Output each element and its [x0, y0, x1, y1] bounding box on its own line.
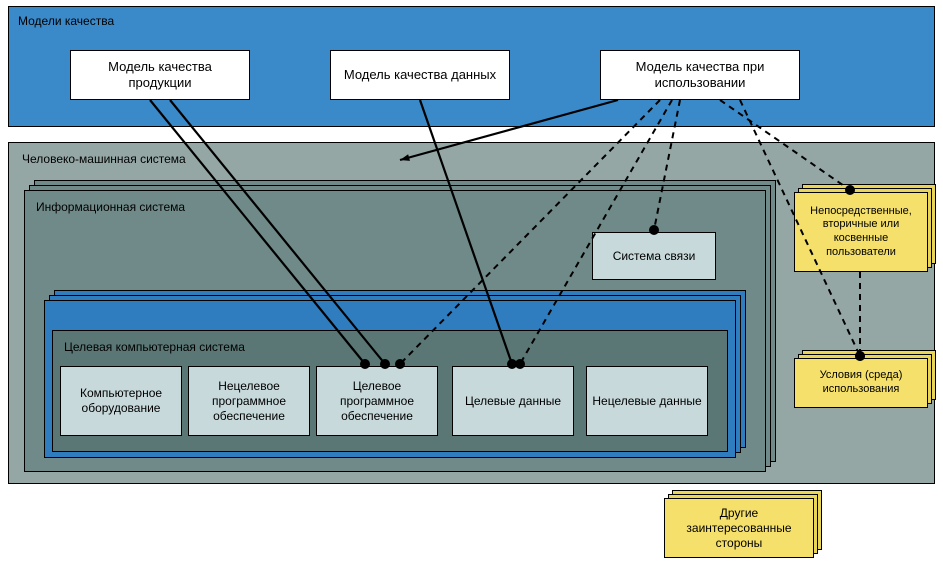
- hw: Компьютерное оборудование: [60, 366, 182, 436]
- comm: Система связи: [592, 232, 716, 280]
- m_usage: Модель качества при использовании: [600, 50, 800, 100]
- users: Непосредственные, вторичные или косвенны…: [794, 192, 928, 272]
- m_product-label: Модель качества продукции: [75, 59, 245, 92]
- nontarget_data: Нецелевые данные: [586, 366, 708, 436]
- m_data: Модель качества данных: [330, 50, 510, 100]
- m_product: Модель качества продукции: [70, 50, 250, 100]
- target_data-label: Целевые данные: [465, 394, 561, 409]
- others-label: Другие заинтересованные стороны: [669, 506, 809, 551]
- target_sw: Целевое программное обеспечение: [316, 366, 438, 436]
- env: Условия (среда) использования: [794, 358, 928, 408]
- teal-target-title: Целевая компьютерная система: [64, 340, 245, 354]
- top-blue-title: Модели качества: [18, 14, 114, 28]
- gray-outer-title: Человеко-машинная система: [22, 152, 186, 166]
- nontarget_data-label: Нецелевые данные: [592, 394, 701, 409]
- users-label: Непосредственные, вторичные или косвенны…: [799, 205, 923, 260]
- nontarget_sw: Нецелевое программное обеспечение: [188, 366, 310, 436]
- hw-label: Компьютерное оборудование: [65, 386, 177, 416]
- env-label: Условия (среда) использования: [799, 369, 923, 397]
- target_sw-label: Целевое программное обеспечение: [321, 379, 433, 424]
- teal-info-title: Информационная система: [36, 200, 185, 214]
- nontarget_sw-label: Нецелевое программное обеспечение: [193, 379, 305, 424]
- m_data-label: Модель качества данных: [344, 67, 496, 83]
- comm-label: Система связи: [613, 249, 696, 264]
- others: Другие заинтересованные стороны: [664, 498, 814, 558]
- diagram-stage: Модели качества Человеко-машинная система…: [0, 0, 943, 568]
- target_data: Целевые данные: [452, 366, 574, 436]
- m_usage-label: Модель качества при использовании: [605, 59, 795, 92]
